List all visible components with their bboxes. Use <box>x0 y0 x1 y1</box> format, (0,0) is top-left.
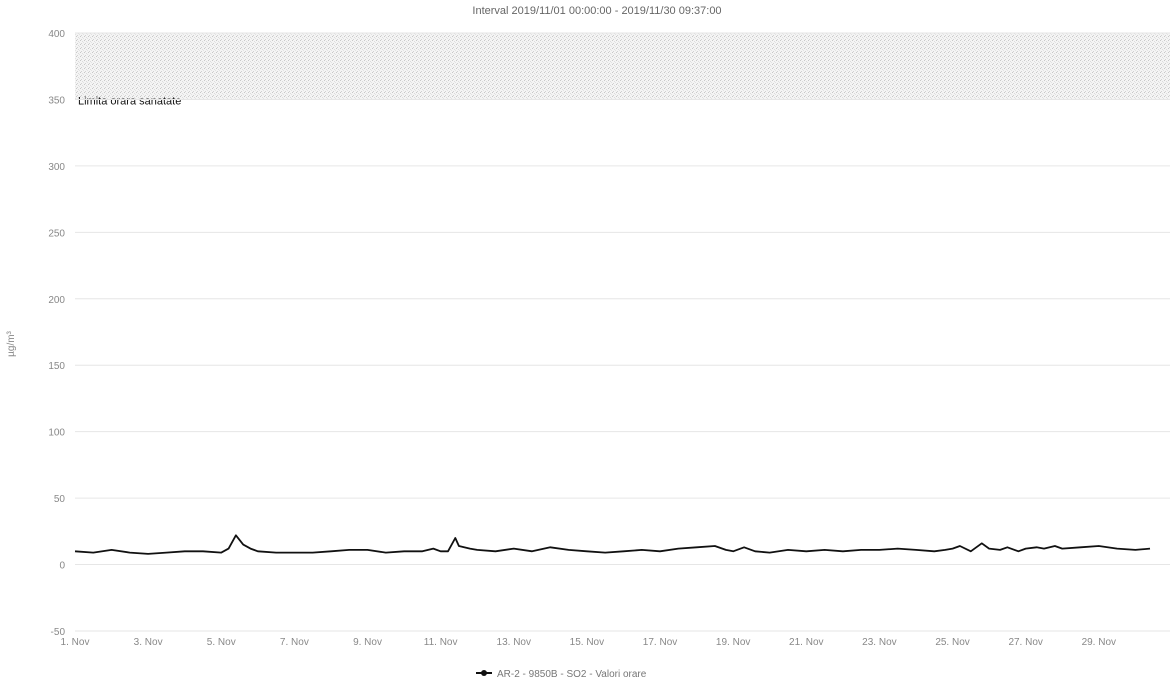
y-tick-label: 350 <box>48 95 65 106</box>
x-tick-label: 3. Nov <box>134 637 163 648</box>
grid-layer <box>75 32 1170 632</box>
chart-subtitle: Interval 2019/11/01 00:00:00 - 2019/11/3… <box>472 5 721 17</box>
x-tick-label: 11. Nov <box>424 637 458 648</box>
x-tick-label: 7. Nov <box>280 637 309 648</box>
y-tick-label: 200 <box>48 295 65 306</box>
x-axis: 1. Nov 3. Nov 5. Nov 7. Nov 9. Nov 11. Nov 13.… <box>61 637 1116 648</box>
x-tick-label: 15. Nov <box>570 637 604 648</box>
y-tick-label: 0 <box>59 561 65 572</box>
x-tick-label: 25. Nov <box>935 637 969 648</box>
y-axis-label: µg/m³ <box>6 330 17 356</box>
x-tick-label: 21. Nov <box>789 637 823 648</box>
series-line <box>74 534 1151 555</box>
x-tick-label: 29. Nov <box>1082 637 1116 648</box>
x-tick-label: 9. Nov <box>353 637 382 648</box>
y-tick-label: 50 <box>54 494 66 505</box>
y-tick-label: 400 <box>48 29 65 40</box>
plot-band-layer: Limita orara sanatate <box>75 33 1170 107</box>
plot-band <box>75 33 1170 100</box>
legend[interactable]: AR-2 - 9850B - SO2 - Valori orare <box>476 669 647 680</box>
series-layer <box>74 534 1151 555</box>
x-tick-label: 1. Nov <box>61 637 90 648</box>
y-axis: -50 0 50 100 150 200 250 300 350 400 <box>48 29 65 638</box>
y-tick-label: 100 <box>48 428 65 439</box>
y-tick-label: 250 <box>48 228 65 239</box>
plot-band-label: Limita orara sanatate <box>78 95 181 107</box>
x-tick-label: 13. Nov <box>497 637 531 648</box>
y-tick-label: -50 <box>51 627 66 638</box>
x-tick-label: 27. Nov <box>1008 637 1042 648</box>
y-tick-label: 150 <box>48 361 65 372</box>
x-tick-label: 23. Nov <box>862 637 896 648</box>
legend-point-marker <box>481 670 487 676</box>
x-tick-label: 5. Nov <box>207 637 236 648</box>
y-tick-label: 300 <box>48 162 65 173</box>
legend-item-label: AR-2 - 9850B - SO2 - Valori orare <box>497 669 647 680</box>
x-tick-label: 19. Nov <box>716 637 750 648</box>
x-tick-label: 17. Nov <box>643 637 677 648</box>
